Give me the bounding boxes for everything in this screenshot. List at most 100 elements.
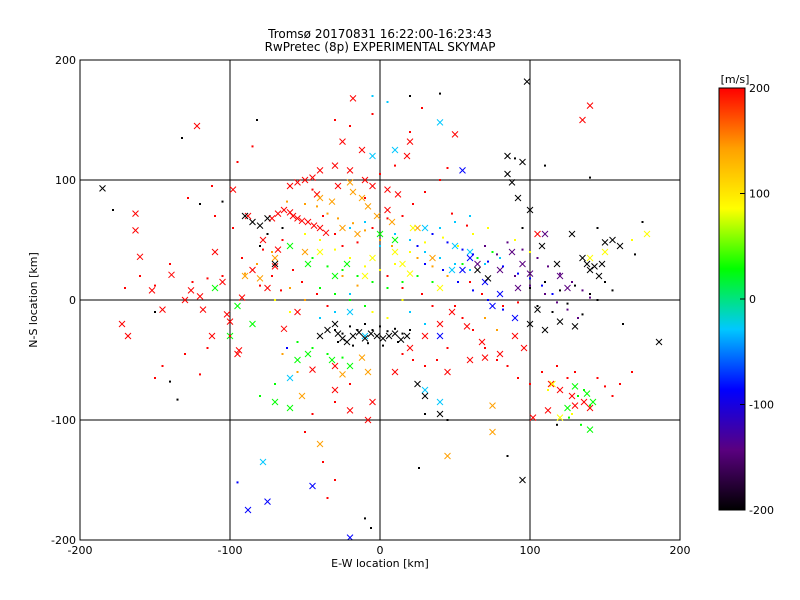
data-point-dot <box>581 289 584 292</box>
data-point-cross <box>274 210 282 217</box>
data-point-cross <box>484 275 492 282</box>
data-point-cross <box>571 323 579 330</box>
data-point-dot <box>356 241 359 244</box>
data-point-cross <box>361 332 369 340</box>
data-point-cross <box>289 212 297 220</box>
data-point-cross <box>511 314 519 322</box>
data-point-dot <box>454 221 456 223</box>
data-point-cross <box>519 158 526 166</box>
data-point-dot <box>454 263 456 265</box>
data-point-dot <box>611 395 614 397</box>
data-point-cross <box>514 284 522 292</box>
x-tick-label: 200 <box>670 544 691 557</box>
data-point-dot <box>319 317 321 319</box>
data-point-dot <box>529 284 531 287</box>
y-axis: -200 -100 0 100 200 <box>51 54 680 547</box>
data-point-dot <box>394 233 396 235</box>
data-point-dot <box>631 239 633 241</box>
data-point-cross <box>385 332 393 340</box>
data-point-dot <box>611 289 614 292</box>
data-point-cross <box>331 362 339 370</box>
data-point-cross <box>481 354 489 361</box>
data-point-cross <box>571 383 579 390</box>
data-point-cross <box>241 212 249 220</box>
data-point-dot <box>502 305 504 307</box>
data-point-dot <box>397 341 399 343</box>
data-point-cross <box>208 332 216 340</box>
data-point-dot <box>289 185 291 187</box>
data-point-dot <box>577 317 579 319</box>
data-point-dot <box>394 263 396 265</box>
data-point-dot <box>296 341 299 343</box>
data-point-dot <box>349 125 351 127</box>
data-point-dot <box>496 329 498 331</box>
data-point-cross <box>271 263 279 270</box>
data-point-cross <box>583 260 591 268</box>
data-point-dot <box>583 389 585 391</box>
data-point-dot <box>367 342 369 345</box>
data-point-dot <box>574 284 576 287</box>
data-point-cross <box>523 78 531 85</box>
data-point-cross <box>384 186 391 193</box>
data-point-cross <box>316 440 324 448</box>
colorbar-tick-label: 0 <box>749 293 756 306</box>
data-point-cross <box>547 380 555 388</box>
data-point-dot <box>589 176 591 179</box>
data-point-dot <box>506 241 509 244</box>
data-point-dot <box>517 301 519 304</box>
data-point-cross <box>367 330 375 337</box>
data-point-dot <box>341 245 344 247</box>
data-point-cross <box>421 392 429 400</box>
data-point-cross <box>264 498 271 505</box>
data-point-cross <box>373 332 381 340</box>
data-point-dot <box>124 287 126 289</box>
data-point-dot <box>596 227 599 229</box>
data-point-cross <box>534 306 541 313</box>
data-point-cross <box>316 248 324 256</box>
data-point-cross <box>99 185 106 192</box>
data-point-cross <box>399 260 406 268</box>
data-point-cross <box>132 210 139 217</box>
data-point-cross <box>601 239 609 246</box>
data-point-dot <box>521 248 524 251</box>
data-point-cross <box>324 326 331 334</box>
data-point-cross <box>339 224 346 232</box>
data-point-cross <box>328 198 336 205</box>
data-point-dot <box>337 217 339 220</box>
data-point-cross <box>504 170 511 178</box>
data-point-cross <box>379 335 387 342</box>
data-point-dot <box>596 299 599 301</box>
data-point-cross <box>294 308 301 316</box>
data-point-dot <box>379 239 381 241</box>
data-point-cross <box>301 248 309 256</box>
data-point-dot <box>379 245 381 247</box>
data-point-dot <box>514 157 516 160</box>
data-point-cross <box>211 284 219 292</box>
data-point-dot <box>169 263 171 265</box>
data-point-dot <box>502 265 504 268</box>
data-point-dot <box>484 263 486 265</box>
data-point-cross <box>436 119 444 126</box>
x-tick-label: 100 <box>520 544 541 557</box>
data-point-dot <box>424 251 426 253</box>
data-point-dot <box>214 215 216 217</box>
data-point-cross <box>286 242 294 250</box>
data-point-cross <box>583 390 591 397</box>
data-point-cross <box>298 217 306 225</box>
data-point-dot <box>436 359 438 361</box>
data-point-dot <box>394 164 396 167</box>
data-point-cross <box>436 284 444 292</box>
data-point-dot <box>304 233 306 235</box>
data-point-dot <box>439 92 441 95</box>
data-point-dot <box>476 257 479 259</box>
data-point-dot <box>529 383 531 385</box>
data-point-dot <box>371 95 374 97</box>
data-point-cross <box>609 236 616 244</box>
data-point-cross <box>334 182 342 190</box>
data-point-cross <box>132 227 139 234</box>
data-point-cross <box>376 230 384 238</box>
data-point-cross <box>280 325 288 333</box>
data-point-dot <box>472 233 474 235</box>
data-point-dot <box>424 323 426 325</box>
data-point-cross <box>451 242 459 250</box>
